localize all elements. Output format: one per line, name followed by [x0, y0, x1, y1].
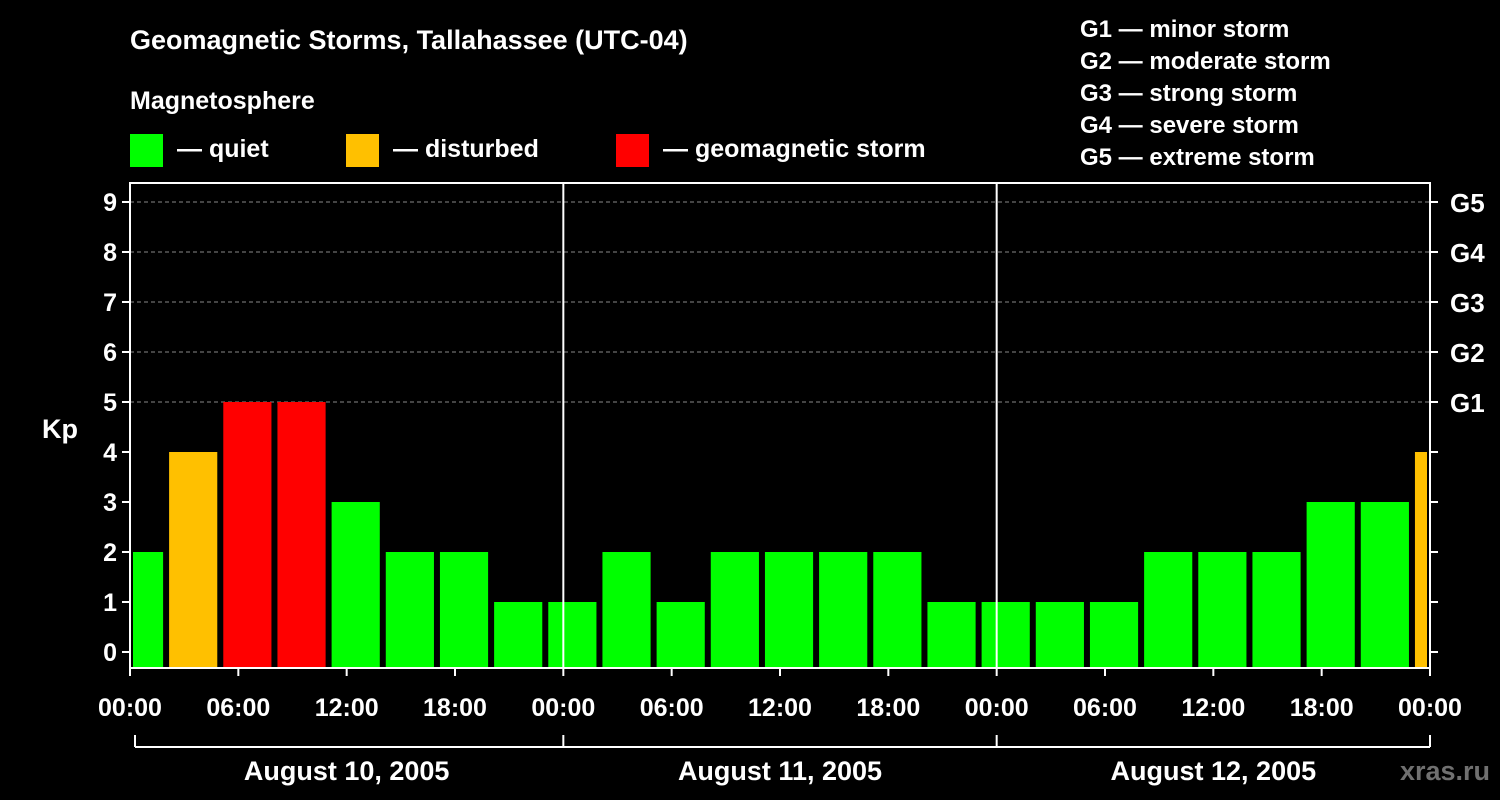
kp-bar: [927, 602, 976, 668]
kp-bar: [1144, 552, 1193, 668]
kp-bar: [1035, 602, 1084, 668]
storm-scale-g1: G1 — minor storm: [1080, 16, 1289, 43]
legend-quiet: — quiet: [130, 134, 269, 167]
legend-disturbed: — disturbed: [346, 134, 539, 167]
kp-bar: [1414, 452, 1427, 668]
kp-bar: [1089, 602, 1139, 668]
storm-level-label: G3: [1450, 288, 1485, 318]
y-tick-label: 3: [103, 489, 117, 517]
kp-bar: [710, 552, 759, 668]
x-tick-label: 00:00: [531, 694, 595, 722]
storm-scale-g5: G5 — extreme storm: [1080, 144, 1315, 171]
kp-bar: [439, 552, 489, 668]
kp-bar: [494, 602, 543, 668]
bars-layer: [133, 402, 1427, 668]
kp-bar: [223, 402, 272, 668]
storm-level-label: G5: [1450, 188, 1485, 218]
kp-bar: [385, 552, 434, 668]
kp-bar: [1252, 552, 1301, 668]
kp-bar: [981, 602, 1030, 668]
x-tick-label: 06:00: [640, 694, 704, 722]
axes-layer: 0 1 2 3 4 5 6 7 8 9 G1 G2 G3 G4 G5 00:00 06:00 12:00 18:00…: [98, 182, 1485, 786]
kp-bar: [873, 552, 922, 668]
x-tick-label: 18:00: [1290, 694, 1354, 722]
legend-label-storm: — geomagnetic storm: [663, 135, 926, 163]
kp-bar: [548, 602, 597, 668]
kp-bar: [764, 552, 814, 668]
legend-swatch-quiet: [130, 134, 163, 167]
legend-title: Magnetosphere: [130, 87, 315, 115]
kp-bar: [656, 602, 705, 668]
y-tick-label: 6: [103, 339, 117, 367]
y-tick-label: 0: [103, 639, 117, 667]
watermark: xras.ru: [1400, 756, 1490, 786]
x-tick-label: 18:00: [423, 694, 487, 722]
kp-bar: [1360, 502, 1409, 668]
x-tick-label: 00:00: [98, 694, 162, 722]
storm-scale-g2: G2 — moderate storm: [1080, 48, 1331, 75]
x-tick-label: 00:00: [965, 694, 1029, 722]
kp-bar: [277, 402, 326, 668]
kp-bar: [1306, 502, 1355, 668]
storm-level-label: G2: [1450, 338, 1485, 368]
legend-swatch-storm: [616, 134, 649, 167]
x-tick-label: 00:00: [1398, 694, 1462, 722]
y-axis-label: Kp: [42, 414, 78, 444]
y-tick-label: 1: [103, 589, 117, 617]
kp-bar: [169, 452, 218, 668]
grid-layer: [130, 201, 1430, 403]
x-tick-label: 06:00: [206, 694, 270, 722]
x-tick-label: 06:00: [1073, 694, 1137, 722]
kp-bar: [331, 502, 380, 668]
storm-level-label: G4: [1450, 238, 1485, 268]
kp-bar: [133, 552, 164, 668]
x-tick-label: 12:00: [1181, 694, 1245, 722]
y-tick-label: 7: [103, 289, 117, 317]
day-label: August 10, 2005: [244, 756, 450, 786]
kp-bar: [602, 552, 651, 668]
storm-scale-g3: G3 — strong storm: [1080, 80, 1297, 107]
storm-level-label: G1: [1450, 388, 1485, 418]
kp-bar: [1198, 552, 1247, 668]
day-label: August 11, 2005: [678, 756, 882, 786]
kp-bar: [819, 552, 868, 668]
y-tick-label: 8: [103, 239, 117, 267]
legend-swatch-disturbed: [346, 134, 379, 167]
y-tick-label: 4: [103, 439, 117, 467]
x-tick-label: 12:00: [748, 694, 812, 722]
x-tick-label: 12:00: [315, 694, 379, 722]
day-label: August 12, 2005: [1111, 756, 1317, 786]
y-tick-label: 9: [103, 189, 117, 217]
storm-scale-legend: G1 — minor storm G2 — moderate storm G3 …: [1080, 16, 1331, 171]
y-tick-label: 5: [103, 389, 117, 417]
y-tick-label: 2: [103, 539, 117, 567]
storm-scale-g4: G4 — severe storm: [1080, 112, 1299, 139]
legend-label-quiet: — quiet: [177, 135, 269, 163]
legend-label-disturbed: — disturbed: [393, 135, 539, 163]
legend-storm: — geomagnetic storm: [616, 134, 926, 167]
chart-title: Geomagnetic Storms, Tallahassee (UTC-04): [130, 25, 688, 55]
x-tick-label: 18:00: [856, 694, 920, 722]
